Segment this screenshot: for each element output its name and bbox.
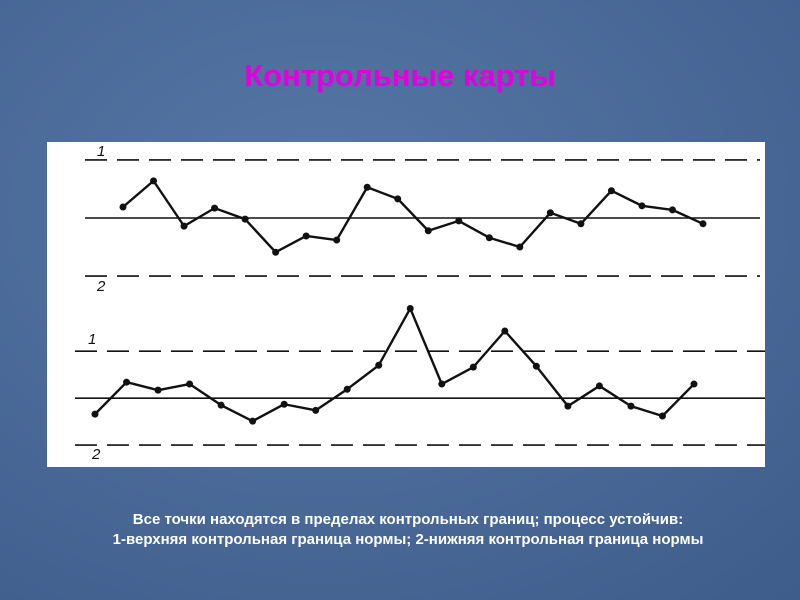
- caption-line: 1-верхняя контрольная граница нормы; 2-н…: [113, 531, 704, 548]
- data-point: [455, 217, 463, 225]
- data-point: [668, 206, 676, 214]
- data-point: [150, 177, 158, 185]
- data-point: [91, 410, 99, 418]
- limit-label: 2: [96, 278, 106, 295]
- data-point: [438, 380, 446, 388]
- data-point: [406, 304, 414, 312]
- data-point: [638, 202, 646, 210]
- data-point: [658, 412, 666, 420]
- data-point: [424, 227, 432, 235]
- data-point: [394, 195, 402, 203]
- data-point: [363, 183, 371, 191]
- data-point: [343, 385, 351, 393]
- data-line: [122, 179, 704, 254]
- data-point: [119, 203, 127, 211]
- caption-line: Все точки находятся в пределах контрольн…: [133, 511, 683, 528]
- data-point: [699, 220, 707, 228]
- data-point: [302, 232, 310, 240]
- data-point: [469, 363, 477, 371]
- data-point: [375, 361, 383, 369]
- data-point: [627, 402, 635, 410]
- data-point: [607, 187, 615, 195]
- limit-label: 1: [97, 143, 105, 160]
- slide-title: Контрольные карты: [244, 58, 556, 93]
- data-point: [564, 402, 572, 410]
- data-point: [180, 222, 188, 230]
- data-point: [577, 220, 585, 228]
- data-point: [186, 380, 194, 388]
- data-point: [123, 378, 131, 386]
- limit-label: 1: [88, 331, 96, 348]
- data-point: [217, 401, 225, 409]
- data-point: [546, 209, 554, 217]
- data-point: [532, 362, 540, 370]
- data-point: [211, 204, 219, 212]
- data-point: [241, 215, 249, 223]
- data-point: [280, 400, 288, 408]
- data-point: [595, 382, 603, 390]
- limit-label: 2: [91, 446, 101, 463]
- chart-panel: [47, 142, 765, 467]
- data-point: [485, 234, 493, 242]
- data-point: [501, 327, 509, 335]
- data-point: [333, 236, 341, 244]
- data-point: [249, 417, 257, 425]
- data-point: [516, 243, 524, 251]
- data-point: [312, 406, 320, 414]
- data-point: [690, 380, 698, 388]
- data-line: [94, 307, 695, 423]
- data-point: [272, 248, 280, 256]
- data-point: [154, 386, 162, 394]
